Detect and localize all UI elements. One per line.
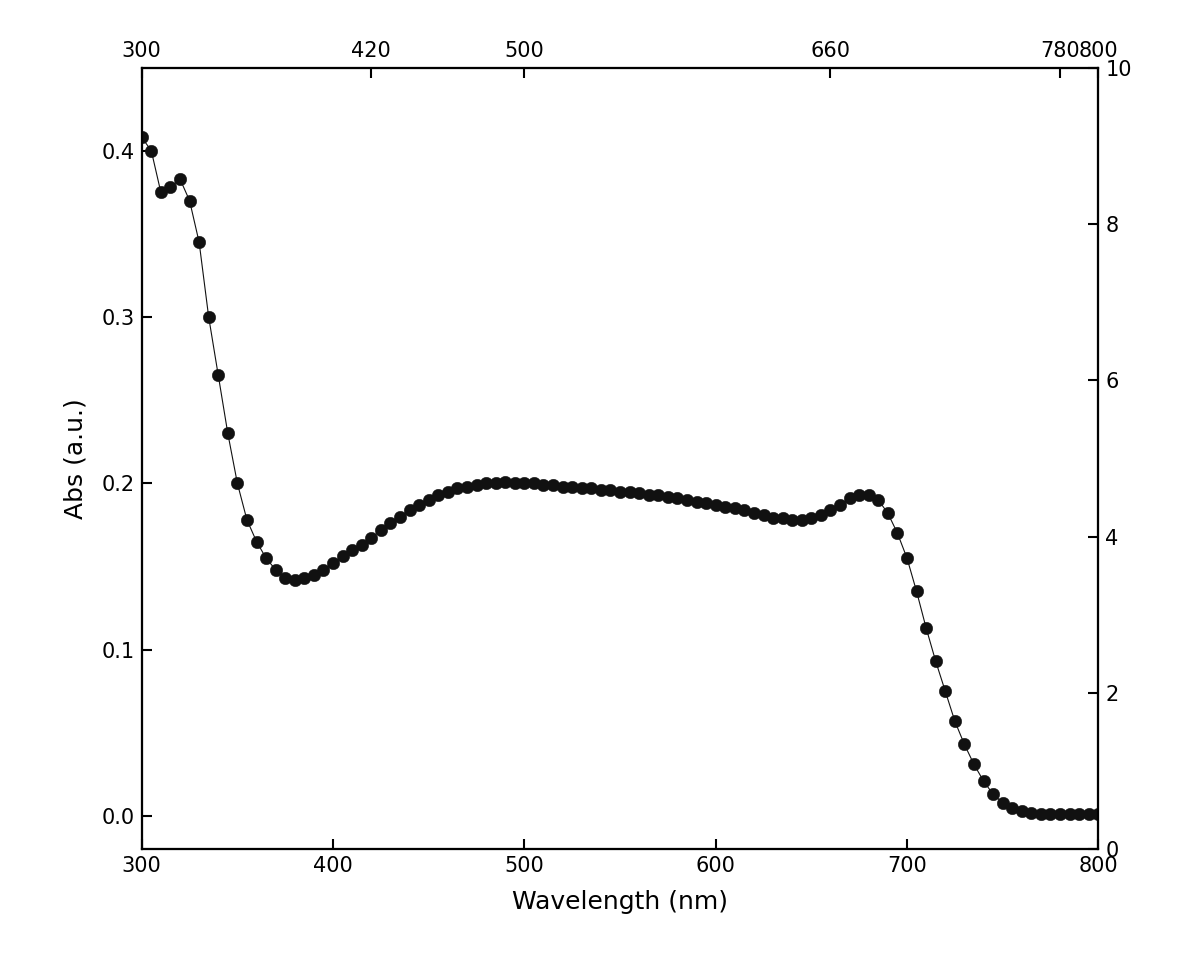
Y-axis label: Abs (a.u.): Abs (a.u.) xyxy=(64,398,87,519)
X-axis label: Wavelength (nm): Wavelength (nm) xyxy=(513,890,727,914)
